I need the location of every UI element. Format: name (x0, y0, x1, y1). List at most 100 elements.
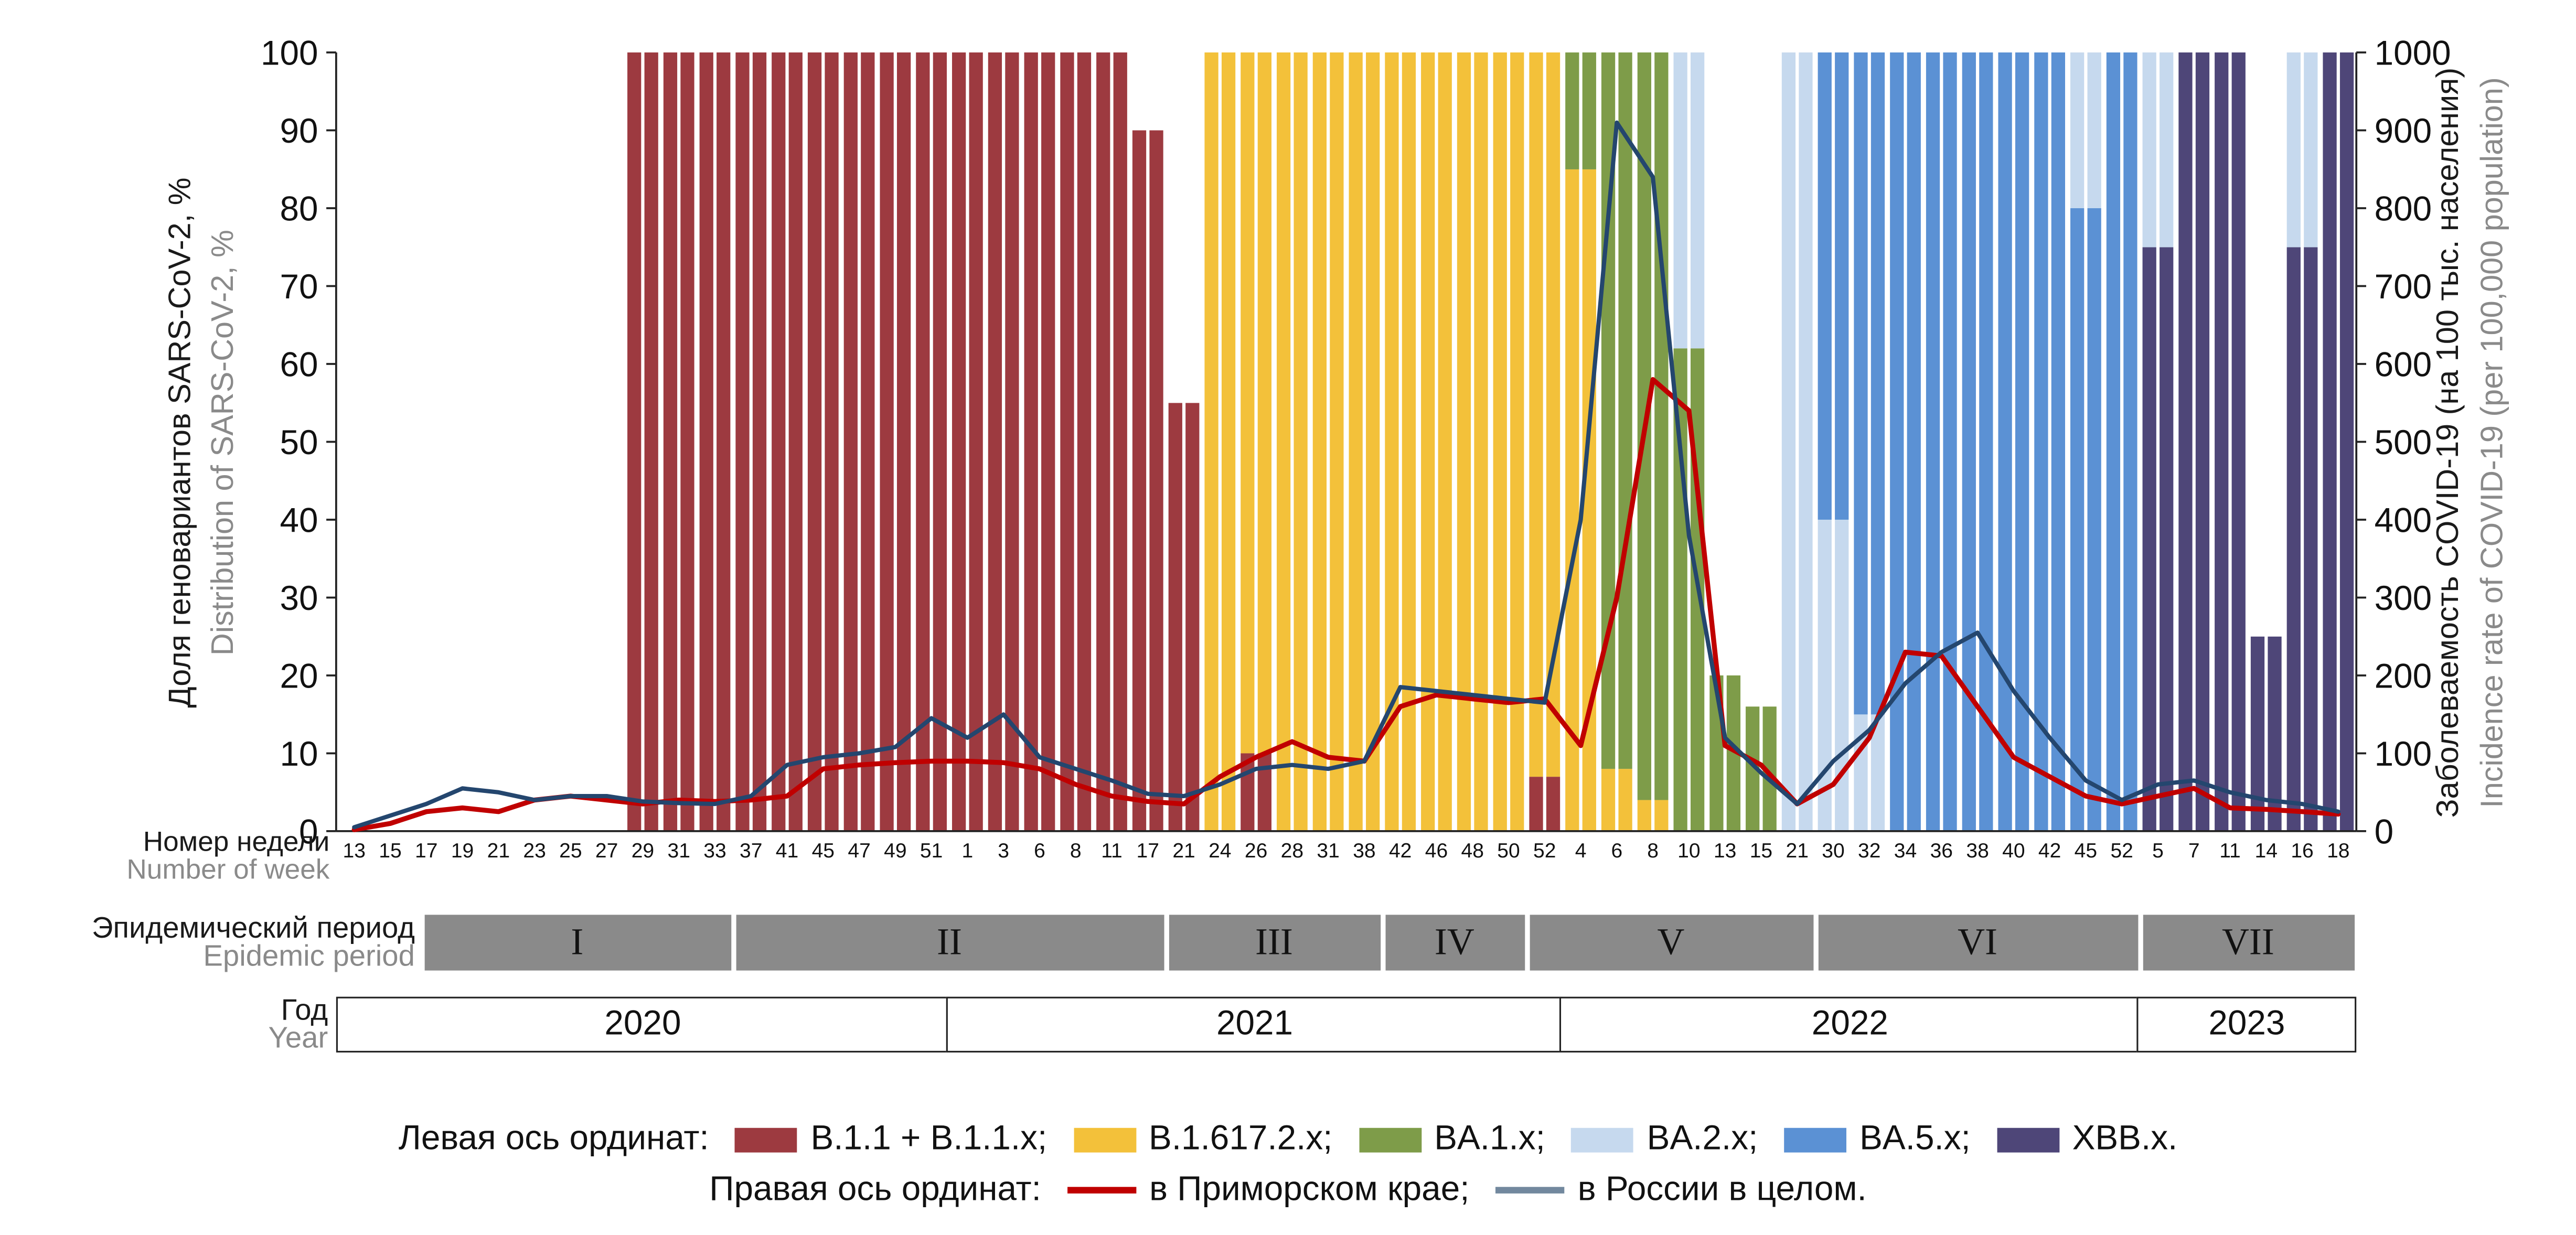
bar-segment (1781, 52, 1796, 831)
bar-segment (1221, 52, 1236, 831)
bar-segment (1870, 52, 1885, 715)
week-number-label: 19 (451, 840, 474, 862)
week-number-label: 38 (1966, 840, 1989, 862)
bar-segment (1402, 52, 1416, 831)
week-number-label: 42 (1389, 840, 1412, 862)
legend-swatch-BA.2.x (1571, 1127, 1634, 1152)
bar-segment (843, 52, 858, 831)
bar-segment (1168, 403, 1182, 832)
bar-segment (1204, 52, 1218, 831)
bar-segment (1818, 52, 1832, 520)
right-axis-title-en: Incidence rate of COVID-19 (per 100,000 … (2476, 77, 2511, 808)
bar-segment (1510, 52, 1524, 831)
bar-segment (2323, 52, 2337, 831)
year-box: 2022 (1560, 996, 2140, 1053)
bar-segment (1654, 800, 1669, 831)
left-axis-tick-label: 50 (280, 423, 318, 461)
bar-segment (2160, 247, 2174, 832)
epidemic-period-box: I (424, 915, 731, 971)
week-number-label: 21 (1172, 840, 1195, 862)
week-number-label: 32 (1858, 840, 1880, 862)
right-axis-tick-label: 200 (2375, 657, 2432, 695)
bar-segment (2087, 52, 2101, 209)
left-axis-tick-label: 60 (280, 345, 318, 383)
bar-segment (680, 52, 694, 831)
left-axis-tick-label: 30 (280, 579, 318, 617)
bar-segment (717, 52, 731, 831)
year-box: 2023 (2137, 996, 2357, 1053)
bar-segment (2304, 52, 2318, 248)
bar-segment (1493, 52, 1507, 831)
bar-segment (1041, 52, 1055, 831)
bar-segment (1096, 52, 1110, 831)
week-number-label: 42 (2038, 840, 2061, 862)
year-label-block: Год Year (0, 995, 328, 1055)
week-number-label: 10 (1677, 840, 1700, 862)
epidemic-period-label-ru: Эпидемический период (92, 911, 415, 944)
bar-segment (2250, 636, 2265, 832)
epidemic-period-box: II (735, 915, 1163, 971)
week-number-label: 26 (1245, 840, 1267, 862)
bar-segment (969, 52, 983, 831)
bar-segment (1024, 52, 1038, 831)
bar-segment (988, 52, 1002, 831)
legend-label-variant: BA.1.x; (1434, 1120, 1545, 1158)
week-number-label: 24 (1209, 840, 1231, 862)
week-number-label: 33 (703, 840, 726, 862)
bar-segment (1582, 52, 1596, 169)
bar-segment (896, 52, 911, 831)
week-number-label: 25 (559, 840, 582, 862)
week-number-label: 6 (1611, 840, 1622, 862)
right-axis-tick-label: 300 (2375, 579, 2432, 617)
bar-segment (1854, 52, 1868, 715)
legend-label-variant: BA.2.x; (1647, 1120, 1758, 1158)
bar-segment (1546, 777, 1560, 832)
bar-segment (1835, 519, 1849, 831)
week-number-label: 8 (1647, 840, 1659, 862)
week-number-label: 34 (1894, 840, 1917, 862)
legend-line-swatch (1495, 1186, 1565, 1194)
bar-segment (952, 52, 966, 831)
week-number-label: 50 (1497, 840, 1520, 862)
right-axis-tick-label: 800 (2375, 189, 2432, 228)
week-number-label: 23 (523, 840, 546, 862)
bar-segment (1618, 769, 1632, 831)
left-axis-tick-label: 0 (299, 812, 318, 851)
week-number-label: 13 (1714, 840, 1736, 862)
year-label-en: Year (268, 1021, 328, 1055)
week-number-label: 47 (848, 840, 870, 862)
bar-segment (699, 52, 713, 831)
week-number-label: 11 (2219, 840, 2241, 862)
legend: Левая ось ординат: B.1.1 + B.1.1.x; B.1.6… (0, 1108, 2576, 1210)
epidemic-period-box: III (1168, 915, 1380, 971)
legend-label-variant: BA.5.x; (1859, 1120, 1971, 1158)
bar-segment (1366, 52, 1380, 831)
bar-segment (2070, 52, 2085, 209)
week-number-label: 38 (1353, 840, 1375, 862)
week-number-label: 27 (595, 840, 618, 862)
left-axis-title-en: Distribution of SARS-CoV-2, % (206, 230, 241, 656)
legend-label-variant: B.1.617.2.x; (1149, 1120, 1333, 1158)
epidemic-period-box: VII (2142, 915, 2354, 971)
week-number-label: 14 (2255, 840, 2278, 862)
bar-segment (1529, 777, 1543, 832)
left-axis-tick-label: 80 (280, 189, 318, 228)
right-axis-tick-label: 400 (2375, 501, 2432, 539)
legend-swatch-B.1.1 + B.1.1.x (735, 1127, 798, 1152)
epidemic-period-box: V (1529, 915, 1813, 971)
bar-segment (1890, 52, 1904, 831)
week-number-label: 31 (1317, 840, 1339, 862)
year-row: Год Year 2020 2021 2022 2023 (0, 995, 2576, 1055)
epidemic-period-box: IV (1384, 915, 1524, 971)
bar-segment (1132, 130, 1147, 831)
bar-segment (2123, 52, 2137, 831)
week-number-label: 40 (2002, 840, 2025, 862)
week-number-label: 6 (1034, 840, 1045, 862)
bar-segment (1241, 52, 1255, 754)
right-axis-tick-label: 700 (2375, 267, 2432, 306)
week-number-label: 30 (1822, 840, 1844, 862)
bar-segment (2286, 247, 2301, 832)
legend-row-variants: Левая ось ординат: B.1.1 + B.1.1.x; B.1.6… (0, 1120, 2576, 1159)
bar-segment (1349, 52, 1363, 831)
stacked-bars (627, 52, 2354, 832)
